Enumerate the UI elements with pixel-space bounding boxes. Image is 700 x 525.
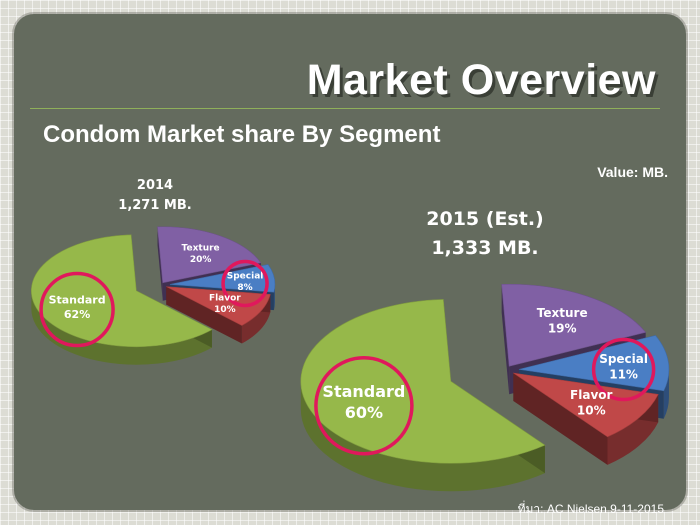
pie-2015-value-standard: 60% bbox=[345, 403, 383, 422]
pie-2014-label-texture: Texture bbox=[182, 243, 220, 253]
pie-2015-label-texture: Texture bbox=[537, 306, 588, 320]
pie-2014-cut-texture-0 bbox=[157, 226, 163, 301]
pie-2014-value-texture: 20% bbox=[190, 255, 212, 265]
pie-2014-label-flavor: Flavor bbox=[209, 293, 241, 303]
pie-2014-label-special: Special bbox=[227, 272, 264, 282]
pie-2014-value-standard: 62% bbox=[64, 308, 90, 321]
pie-2015-cut-flavor-1 bbox=[513, 372, 608, 465]
pie-2014-label-standard: Standard bbox=[49, 293, 106, 306]
pie-2015-slice-standard bbox=[300, 299, 546, 464]
pie-2014-year: 2014 bbox=[136, 178, 174, 193]
pie-2015-label-special: Special bbox=[599, 352, 648, 366]
pie-2014-highlight-standard bbox=[39, 271, 115, 348]
pie-2015-value-flavor: 10% bbox=[577, 404, 606, 418]
pie-2014-side-flavor bbox=[241, 294, 271, 344]
pie-2015-side-standard bbox=[300, 381, 545, 492]
pie-2015-value-texture: 19% bbox=[548, 321, 577, 335]
slide-title: Market Overview bbox=[306, 56, 656, 104]
pie-2015-header: 2015 (Est.) 1,333 MB. bbox=[405, 205, 565, 263]
pie-2015-label-standard: Standard bbox=[322, 382, 405, 401]
pie-2015-slice-flavor bbox=[513, 372, 659, 438]
unit-note: Value: MB. bbox=[597, 164, 668, 180]
pie-2014-cut-flavor-1 bbox=[166, 286, 242, 344]
pie-2014-header: 2014 1,271 MB. bbox=[100, 176, 210, 216]
pie-2015-highlight-standard bbox=[314, 356, 414, 456]
pie-2014-highlight-special bbox=[221, 259, 269, 308]
slide-subtitle: Condom Market share By Segment bbox=[43, 121, 441, 148]
pie-2015-side-special bbox=[663, 369, 669, 419]
pie-2014-slice-flavor bbox=[166, 286, 271, 326]
pie-2015-label-flavor: Flavor bbox=[570, 388, 612, 402]
source-note: ที่มา: AC Nielsen 9-11-2015 bbox=[517, 502, 664, 516]
pie-2014-slice-texture bbox=[157, 226, 262, 284]
pie-2015-year: 2015 (Est.) bbox=[426, 208, 544, 230]
pie-2014-side-special bbox=[273, 284, 275, 311]
pie-2014-value-special: 8% bbox=[237, 283, 252, 293]
pie-2014-value-flavor: 10% bbox=[214, 305, 236, 315]
pie-2015-total: 1,333 MB. bbox=[431, 237, 539, 259]
pie-2015-value-special: 11% bbox=[609, 368, 638, 382]
title-divider bbox=[30, 108, 660, 109]
pie-2015-cut-texture-0 bbox=[501, 284, 510, 395]
pie-2015-highlight-special bbox=[591, 337, 656, 402]
pie-2015-slice-texture bbox=[501, 283, 647, 367]
pie-2014-total: 1,271 MB. bbox=[118, 198, 192, 213]
